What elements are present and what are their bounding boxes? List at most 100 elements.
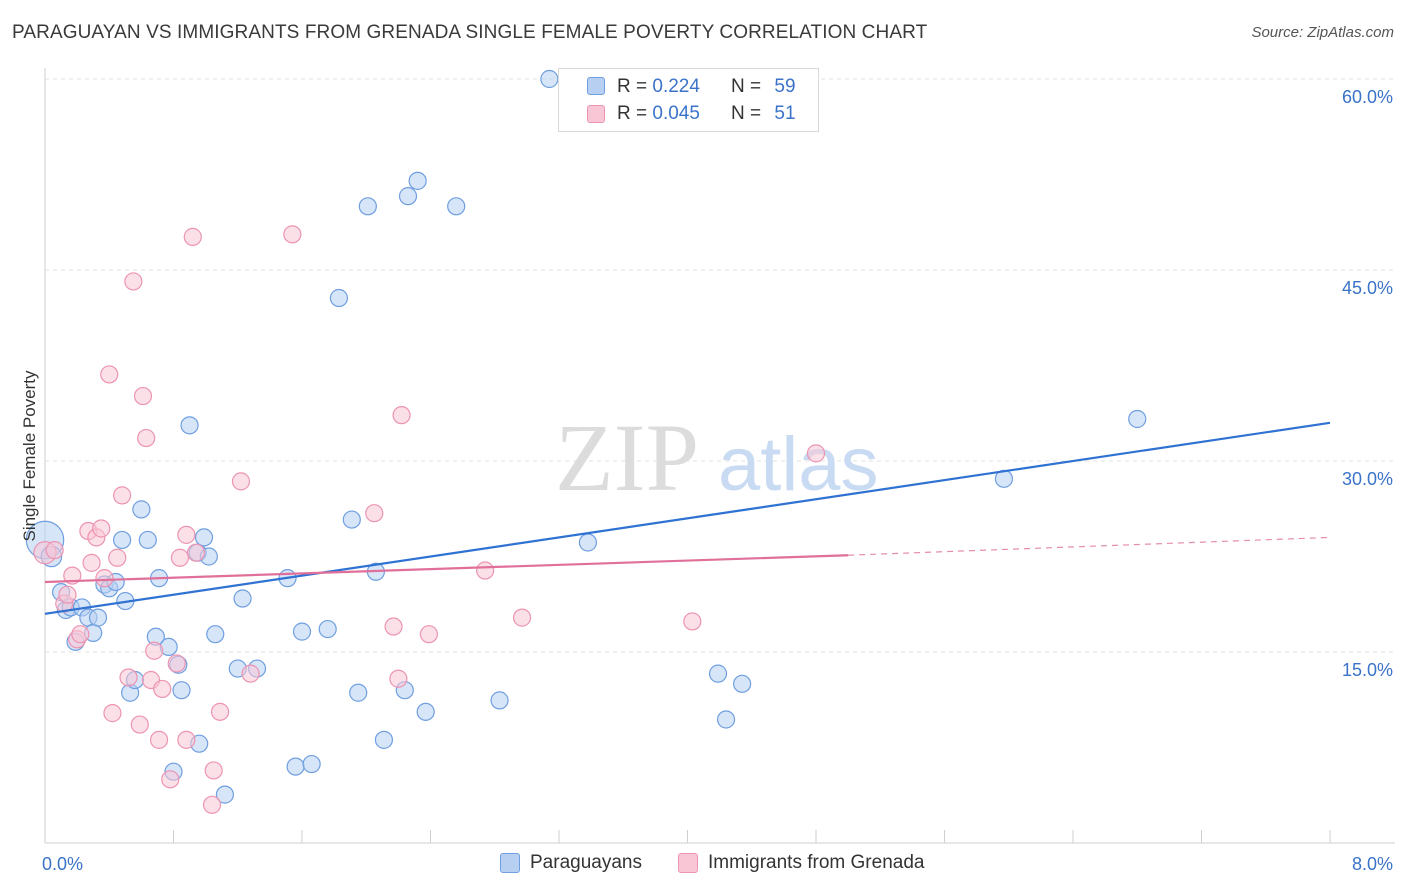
grenada-trend-extension xyxy=(848,536,1331,556)
legend-swatch-paraguayans xyxy=(500,853,520,873)
paraguayans-point xyxy=(342,510,361,529)
paraguayans-point xyxy=(1128,409,1147,429)
paraguayans-point xyxy=(318,619,337,639)
legend-r-value-paraguayans: 0.224 xyxy=(652,76,700,97)
paraguayans-point xyxy=(708,664,728,683)
grenada-point xyxy=(45,541,64,560)
paraguayans-point xyxy=(88,608,108,627)
legend-r-label: R = xyxy=(617,103,648,124)
paraguayans-point xyxy=(172,681,191,700)
paraguayans-point xyxy=(578,533,598,552)
paraguayans-point xyxy=(180,416,199,435)
legend-n-value-grenada: 51 xyxy=(774,103,796,124)
paraguayans-point xyxy=(358,197,377,216)
paraguayans-point xyxy=(132,500,151,519)
grenada-point xyxy=(204,761,223,780)
grenada-point xyxy=(124,272,143,291)
grenada-point xyxy=(210,702,230,721)
grenada-points xyxy=(33,225,826,814)
legend-item-grenada[interactable]: Immigrants from Grenada xyxy=(678,852,924,874)
legend-swatch-grenada xyxy=(587,105,605,123)
grenada-point xyxy=(71,625,90,644)
paraguayans-point xyxy=(349,683,368,702)
grenada-point xyxy=(177,730,196,749)
tick-labels: 15.0% 30.0% 45.0% 60.0% 0.0% 8.0% xyxy=(42,87,1393,874)
grenada-point xyxy=(130,715,149,734)
y-tick-label: 30.0% xyxy=(1342,469,1393,489)
paraguayans-point xyxy=(233,589,252,608)
grenada-point xyxy=(103,704,122,723)
grenada-point xyxy=(112,486,132,505)
paraguayans-point xyxy=(194,528,214,547)
grenada-point xyxy=(58,585,77,604)
chart-title: PARAGUAYAN VS IMMIGRANTS FROM GRENADA SI… xyxy=(12,22,928,43)
x-tick-label-max: 8.0% xyxy=(1352,854,1393,874)
x-tick-label-min: 0.0% xyxy=(42,854,83,874)
grenada-point xyxy=(806,444,826,463)
grenada-point xyxy=(149,730,169,749)
paraguayans-points xyxy=(25,69,1147,804)
legend-item-paraguayans[interactable]: Paraguayans xyxy=(500,852,642,874)
paraguayans-trend-line xyxy=(44,421,1331,615)
paraguayans-point xyxy=(447,197,466,216)
paraguayans-point xyxy=(540,69,559,89)
paraguayans-point xyxy=(733,674,752,693)
grenada-point xyxy=(177,525,196,544)
grenada-point xyxy=(145,641,164,660)
grenada-point xyxy=(119,668,138,687)
grenada-point xyxy=(512,608,532,627)
series-legend: Paraguayans Immigrants from Grenada xyxy=(0,852,1406,878)
grenada-point xyxy=(92,519,111,538)
legend-n-label: N = xyxy=(731,76,762,97)
grenada-point xyxy=(384,617,403,636)
grenada-point xyxy=(133,386,153,406)
grenada-point xyxy=(186,543,206,562)
legend-r-value-grenada: 0.045 xyxy=(652,103,700,124)
gridlines xyxy=(45,78,1395,653)
grenada-point xyxy=(202,795,222,814)
watermark-zip: ZIP xyxy=(555,404,699,511)
grenada-point xyxy=(241,664,260,683)
watermark: ZIP atlas xyxy=(555,404,879,511)
paraguayans-point xyxy=(302,754,321,774)
grenada-point xyxy=(683,612,702,631)
axes xyxy=(44,68,1395,844)
paraguayans-point xyxy=(138,530,157,550)
grenada-point xyxy=(365,504,384,523)
paraguayans-point xyxy=(292,622,312,641)
grenada-point xyxy=(183,227,202,246)
grenada-point xyxy=(170,548,190,567)
grenada-point xyxy=(283,225,302,244)
paraguayans-point xyxy=(416,702,435,721)
grenada-point xyxy=(108,548,127,567)
paraguayans-point xyxy=(398,187,418,206)
grenada-point xyxy=(476,561,495,580)
paraguayans-point xyxy=(112,530,132,550)
y-tick-label: 15.0% xyxy=(1342,660,1393,680)
grenada-trend-line xyxy=(44,554,849,584)
legend-label-grenada: Immigrants from Grenada xyxy=(708,852,925,873)
paraguayans-point xyxy=(408,171,427,190)
legend-n-value-paraguayans: 59 xyxy=(774,76,796,97)
grenada-point xyxy=(100,365,119,384)
y-tick-label: 45.0% xyxy=(1342,278,1393,298)
grenada-point xyxy=(231,472,251,491)
legend-r-label: R = xyxy=(617,76,648,97)
grenada-point xyxy=(153,679,172,699)
paraguayans-point xyxy=(215,785,234,804)
grenada-point xyxy=(82,553,101,572)
paraguayans-point xyxy=(286,757,305,776)
y-tick-label: 60.0% xyxy=(1342,87,1393,107)
grenada-point xyxy=(392,406,411,425)
legend-label-paraguayans: Paraguayans xyxy=(530,852,642,873)
paraguayans-point xyxy=(374,730,394,749)
trend-lines xyxy=(44,421,1331,615)
paraguayans-point xyxy=(206,625,225,644)
grenada-point xyxy=(137,428,156,448)
grenada-point xyxy=(167,654,186,673)
paraguayans-point xyxy=(490,691,509,710)
grenada-point xyxy=(161,770,180,789)
paraguayans-point xyxy=(716,710,736,729)
grenada-point xyxy=(95,569,114,588)
legend-swatch-paraguayans xyxy=(587,77,605,95)
